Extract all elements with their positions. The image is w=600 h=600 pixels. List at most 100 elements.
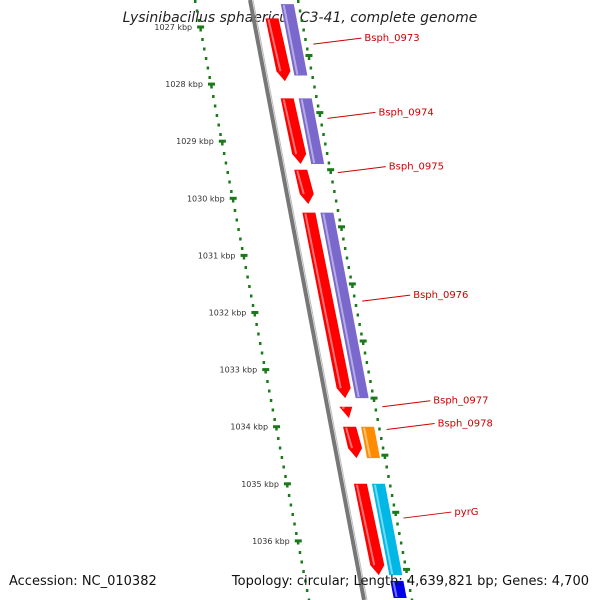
- tick-dot: [293, 522, 296, 526]
- tick-dot: [195, 9, 199, 13]
- kbp-tick: [403, 567, 411, 571]
- tick-dot: [258, 342, 262, 345]
- gene-feature: [320, 212, 369, 399]
- tick-dot: [313, 85, 316, 89]
- tick-dot: [349, 275, 352, 279]
- tick-dot: [334, 199, 338, 203]
- kbp-tick-label: 1034 kbp: [230, 423, 268, 432]
- kbp-tick: [370, 396, 378, 400]
- gene-label: Bsph_0976: [413, 290, 468, 301]
- tick-dot: [203, 47, 206, 51]
- tick-dot: [226, 171, 229, 174]
- tick-dot: [408, 589, 412, 592]
- tick-dot: [297, 0, 300, 3]
- tick-dot: [347, 266, 351, 269]
- tick-dot: [403, 560, 406, 564]
- kbp-tick: [294, 539, 302, 543]
- gene-feature: [280, 4, 308, 76]
- tick-dot: [309, 66, 313, 70]
- gene-leader-line: [382, 400, 431, 408]
- gene-leader-line: [313, 37, 362, 45]
- tick-dot: [352, 294, 356, 298]
- tick-dot: [342, 237, 345, 241]
- tick-dot: [320, 123, 323, 127]
- tick-dot: [405, 570, 408, 573]
- gene-highlight: [322, 213, 360, 398]
- tick-dot: [199, 28, 202, 32]
- kbp-tick: [262, 368, 270, 372]
- tick-dot: [396, 522, 399, 526]
- gene-label: Bsph_0974: [378, 107, 433, 118]
- tick-dot: [305, 589, 309, 592]
- tick-dot: [204, 57, 208, 60]
- gene-highlight: [300, 99, 316, 164]
- gene-highlight: [267, 19, 282, 72]
- tick-dot: [383, 456, 387, 459]
- tick-dot: [291, 513, 294, 516]
- kbp-tick: [283, 482, 291, 486]
- tick-dot: [311, 76, 314, 79]
- tick-dot: [360, 332, 363, 336]
- tick-dot: [215, 114, 219, 117]
- tick-dot: [374, 408, 378, 412]
- tick-dot: [221, 142, 224, 146]
- tick-dot: [354, 304, 358, 307]
- tick-dot: [333, 190, 336, 193]
- tick-dot: [389, 484, 392, 488]
- tick-dot: [237, 228, 240, 231]
- kbp-tick: [348, 282, 356, 286]
- tick-dot: [257, 332, 260, 336]
- gene-highlight: [392, 581, 398, 598]
- gene-leader-line: [327, 111, 376, 119]
- gene-feature: [298, 98, 325, 165]
- tick-dot: [381, 446, 385, 450]
- tick-dot: [302, 570, 305, 573]
- tick-dot: [372, 399, 376, 402]
- gene-highlight: [373, 484, 394, 575]
- tick-dot: [307, 598, 311, 600]
- tick-dot: [266, 380, 269, 383]
- tick-dot: [356, 313, 360, 317]
- kbp-tick: [229, 196, 237, 200]
- tick-dot: [244, 266, 248, 269]
- gene-highlight: [304, 213, 342, 389]
- kbp-tick-label: 1036 kbp: [252, 537, 290, 546]
- gene-feature: [294, 169, 314, 205]
- gene-feature: [343, 426, 363, 459]
- gene-feature: [361, 426, 381, 459]
- accession-text: Accession: NC_010382: [9, 574, 157, 589]
- gene-leader-line: [362, 294, 411, 302]
- tick-dot: [289, 503, 293, 507]
- tick-dot: [378, 427, 381, 431]
- gene-label: pyrG: [454, 507, 478, 518]
- gene-feature: [265, 18, 291, 82]
- gene-highlight: [355, 484, 376, 566]
- kbp-tick: [197, 25, 205, 29]
- tick-dot: [343, 247, 347, 250]
- tick-dot: [387, 475, 390, 478]
- tick-dot: [371, 389, 374, 393]
- tick-dot: [246, 275, 249, 279]
- gene-feature: [371, 483, 403, 576]
- tick-dot: [304, 38, 307, 41]
- tick-dot: [392, 503, 396, 507]
- tick-dot: [275, 427, 278, 431]
- tick-dot: [399, 541, 403, 545]
- tick-dot: [194, 0, 197, 3]
- tick-dot: [269, 399, 273, 402]
- tick-dot: [210, 85, 213, 89]
- gene-label: Bsph_0975: [389, 162, 444, 173]
- tick-dot: [201, 38, 204, 41]
- tick-dot: [296, 541, 300, 545]
- tick-dot: [306, 47, 309, 51]
- tick-dot: [242, 256, 246, 260]
- tick-dot: [295, 532, 298, 535]
- tick-dot: [271, 408, 275, 412]
- summary-text: Topology: circular; Length: 4,639,821 bp…: [231, 574, 589, 589]
- gene-feature: [353, 483, 385, 576]
- tick-dot: [277, 437, 280, 440]
- tick-dot: [316, 104, 320, 108]
- tick-dot: [286, 484, 289, 488]
- kbp-tick: [337, 225, 345, 229]
- tick-dot: [365, 361, 369, 364]
